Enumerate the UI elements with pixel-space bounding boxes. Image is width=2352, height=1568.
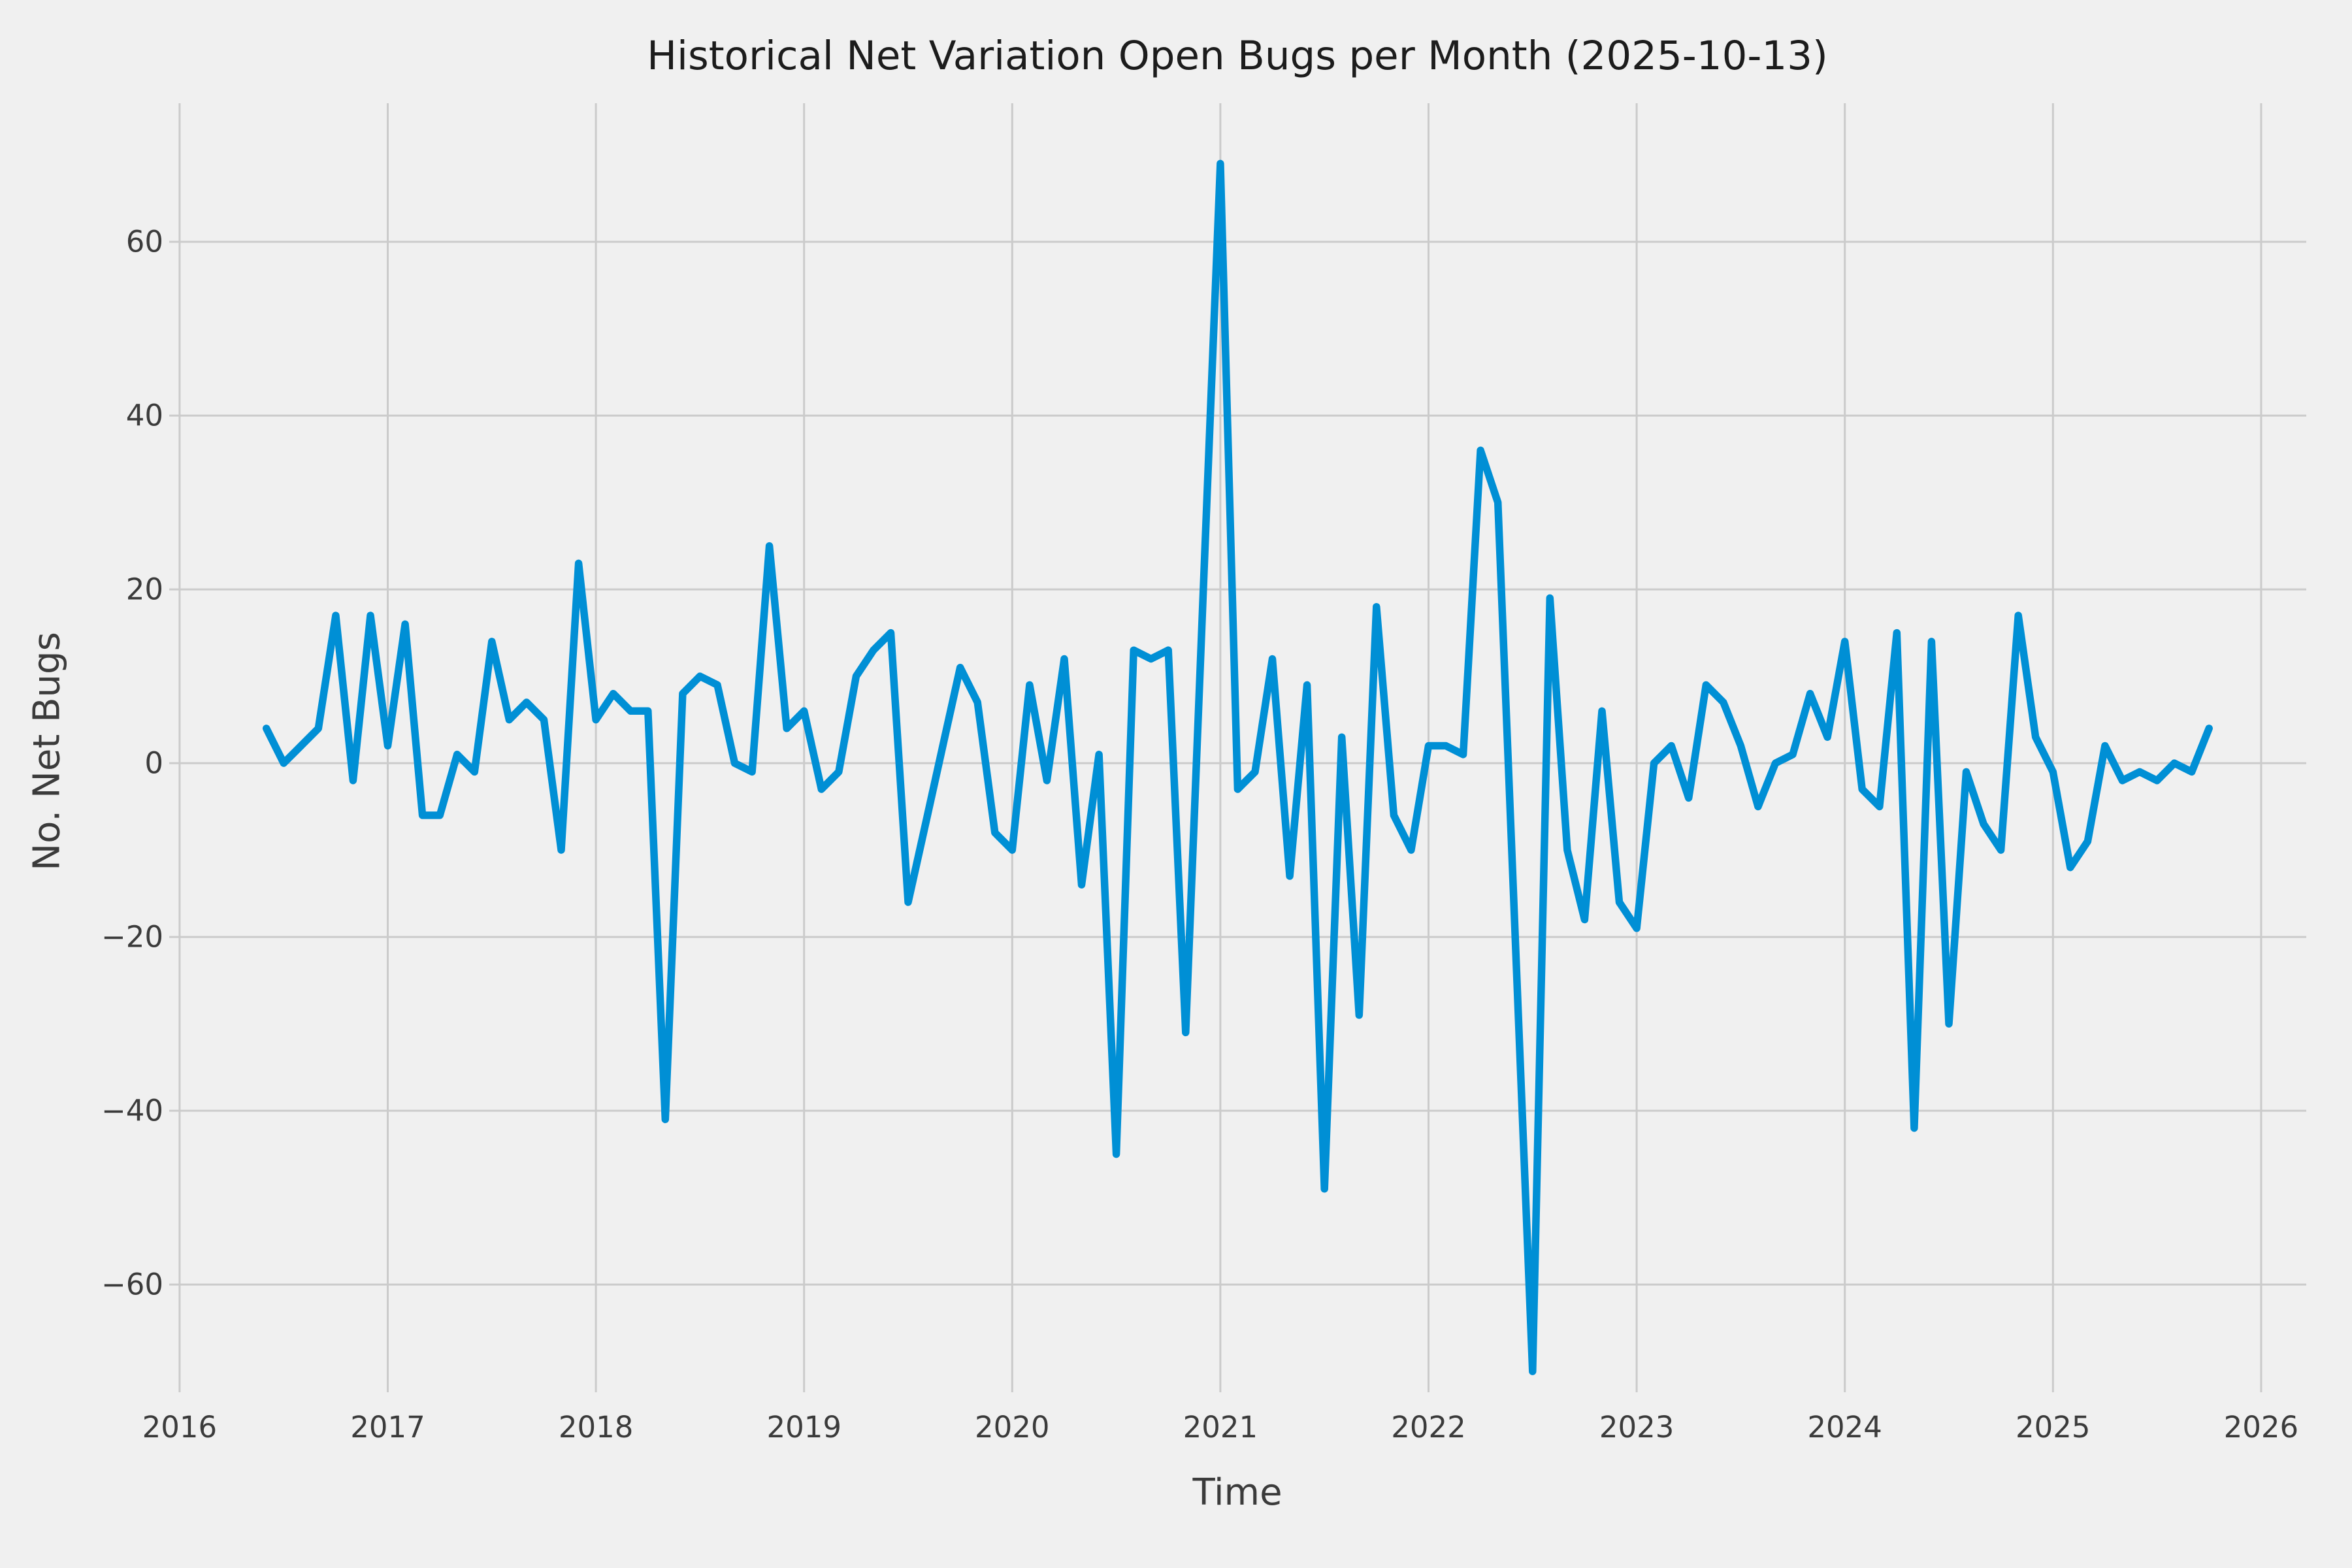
x-tick-label: 2026: [2223, 1410, 2299, 1445]
y-tick-label: 0: [144, 745, 163, 781]
x-tick-label: 2016: [142, 1410, 218, 1445]
y-tick-label: 20: [125, 572, 163, 607]
x-axis-label: Time: [1192, 1471, 1282, 1514]
x-tick-label: 2025: [2016, 1410, 2091, 1445]
y-tick-label: 60: [125, 224, 163, 259]
x-tick-label: 2019: [766, 1410, 841, 1445]
x-tick-label: 2022: [1391, 1410, 1466, 1445]
x-tick-label: 2023: [1599, 1410, 1674, 1445]
x-tick-label: 2021: [1183, 1410, 1258, 1445]
y-tick-label: −20: [101, 919, 163, 955]
y-tick-label: 40: [125, 398, 163, 433]
chart-title: Historical Net Variation Open Bugs per M…: [647, 33, 1828, 79]
x-tick-label: 2017: [350, 1410, 425, 1445]
x-tick-label: 2024: [1807, 1410, 1882, 1445]
y-tick-label: −40: [101, 1093, 163, 1128]
x-tick-label: 2020: [975, 1410, 1050, 1445]
net-bugs-line-series: [262, 159, 2213, 1375]
x-tick-label: 2018: [558, 1410, 634, 1445]
y-tick-label: −60: [101, 1267, 163, 1302]
